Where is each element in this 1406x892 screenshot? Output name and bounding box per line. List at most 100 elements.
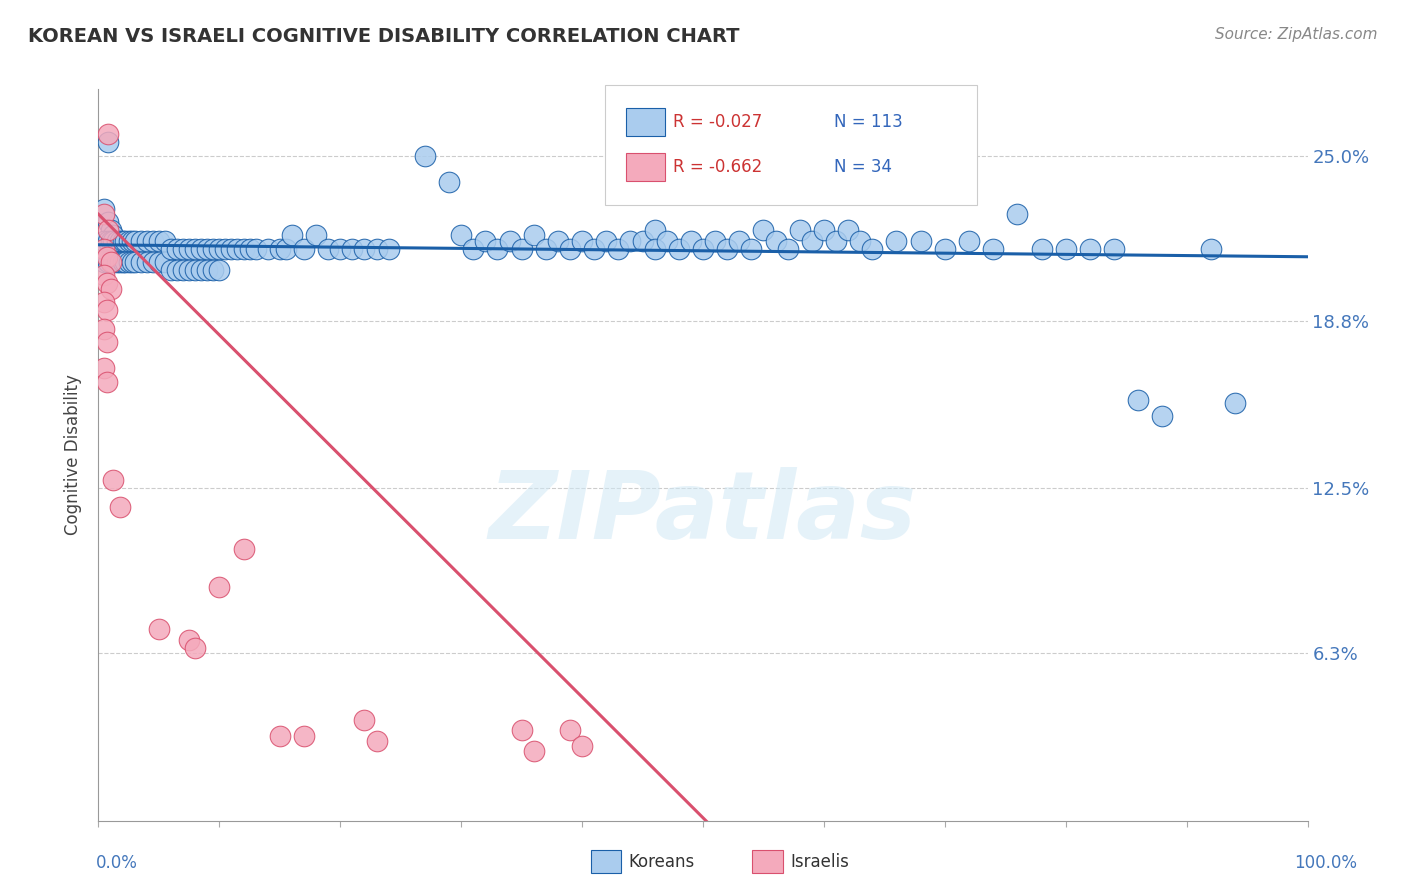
Text: N = 113: N = 113 xyxy=(834,113,903,131)
Point xyxy=(523,228,546,243)
Point xyxy=(305,228,328,243)
Point xyxy=(184,640,207,655)
Point xyxy=(108,234,131,248)
Point xyxy=(190,263,212,277)
Point xyxy=(239,242,262,256)
Point xyxy=(1223,396,1246,410)
Point xyxy=(232,242,254,256)
Point xyxy=(221,242,243,256)
Point xyxy=(595,234,617,248)
Point xyxy=(813,223,835,237)
Point xyxy=(631,234,654,248)
Point xyxy=(97,234,120,248)
Point xyxy=(101,473,124,487)
Point xyxy=(142,234,165,248)
Point xyxy=(1031,242,1053,256)
Point xyxy=(101,234,124,248)
Point xyxy=(208,263,231,277)
Point xyxy=(366,242,388,256)
Point xyxy=(463,242,485,256)
Point xyxy=(366,734,388,748)
Point xyxy=(208,580,231,594)
Point xyxy=(148,255,170,269)
Point xyxy=(1152,409,1174,424)
Point xyxy=(644,242,666,256)
Point xyxy=(716,242,738,256)
Point xyxy=(96,334,118,349)
Point xyxy=(93,234,115,248)
Point xyxy=(166,242,188,256)
Point xyxy=(97,255,120,269)
Point xyxy=(190,242,212,256)
Point xyxy=(292,729,315,743)
Point xyxy=(129,234,152,248)
Y-axis label: Cognitive Disability: Cognitive Disability xyxy=(65,375,83,535)
Text: R = -0.662: R = -0.662 xyxy=(673,158,762,176)
Point xyxy=(329,242,352,256)
Point xyxy=(184,263,207,277)
Point xyxy=(93,295,115,310)
Point xyxy=(142,255,165,269)
Point xyxy=(100,255,122,269)
Point xyxy=(342,242,364,256)
Point xyxy=(789,223,811,237)
Point xyxy=(124,255,146,269)
Point xyxy=(153,234,176,248)
Point xyxy=(148,234,170,248)
Point xyxy=(93,207,115,221)
Point xyxy=(96,375,118,389)
Point xyxy=(93,255,115,269)
Point xyxy=(981,242,1004,256)
Text: Israelis: Israelis xyxy=(790,853,849,871)
Point xyxy=(498,234,520,248)
Point xyxy=(108,500,131,514)
Point xyxy=(124,234,146,248)
Point xyxy=(160,263,183,277)
Point xyxy=(957,234,980,248)
Point xyxy=(837,223,859,237)
Point xyxy=(97,223,120,237)
Point xyxy=(571,739,593,754)
Point xyxy=(129,255,152,269)
Point xyxy=(153,255,176,269)
Point xyxy=(910,234,932,248)
Point xyxy=(619,234,641,248)
Point xyxy=(96,277,118,291)
Point xyxy=(860,242,883,256)
Point xyxy=(740,242,762,256)
Text: 100.0%: 100.0% xyxy=(1294,854,1357,871)
Point xyxy=(510,723,533,738)
Point xyxy=(486,242,509,256)
Point xyxy=(184,242,207,256)
Text: R = -0.027: R = -0.027 xyxy=(673,113,762,131)
Point xyxy=(93,361,115,376)
Point xyxy=(1128,393,1150,408)
Text: N = 34: N = 34 xyxy=(834,158,891,176)
Point xyxy=(245,242,267,256)
Point xyxy=(93,268,115,283)
Point xyxy=(274,242,297,256)
Point xyxy=(93,242,115,256)
Point xyxy=(547,234,569,248)
Point xyxy=(93,321,115,335)
Point xyxy=(607,242,630,256)
Point xyxy=(166,263,188,277)
Point xyxy=(121,234,143,248)
Point xyxy=(118,234,141,248)
Point xyxy=(292,242,315,256)
Point xyxy=(202,242,225,256)
Point xyxy=(474,234,496,248)
Point xyxy=(644,223,666,237)
Point xyxy=(96,250,118,264)
Point xyxy=(179,263,201,277)
Point xyxy=(172,263,194,277)
Point xyxy=(523,744,546,758)
Point xyxy=(571,234,593,248)
Point xyxy=(269,729,291,743)
Point xyxy=(135,255,157,269)
Point xyxy=(668,242,690,256)
Point xyxy=(269,242,291,256)
Text: KOREAN VS ISRAELI COGNITIVE DISABILITY CORRELATION CHART: KOREAN VS ISRAELI COGNITIVE DISABILITY C… xyxy=(28,27,740,45)
Point xyxy=(108,255,131,269)
Point xyxy=(101,255,124,269)
